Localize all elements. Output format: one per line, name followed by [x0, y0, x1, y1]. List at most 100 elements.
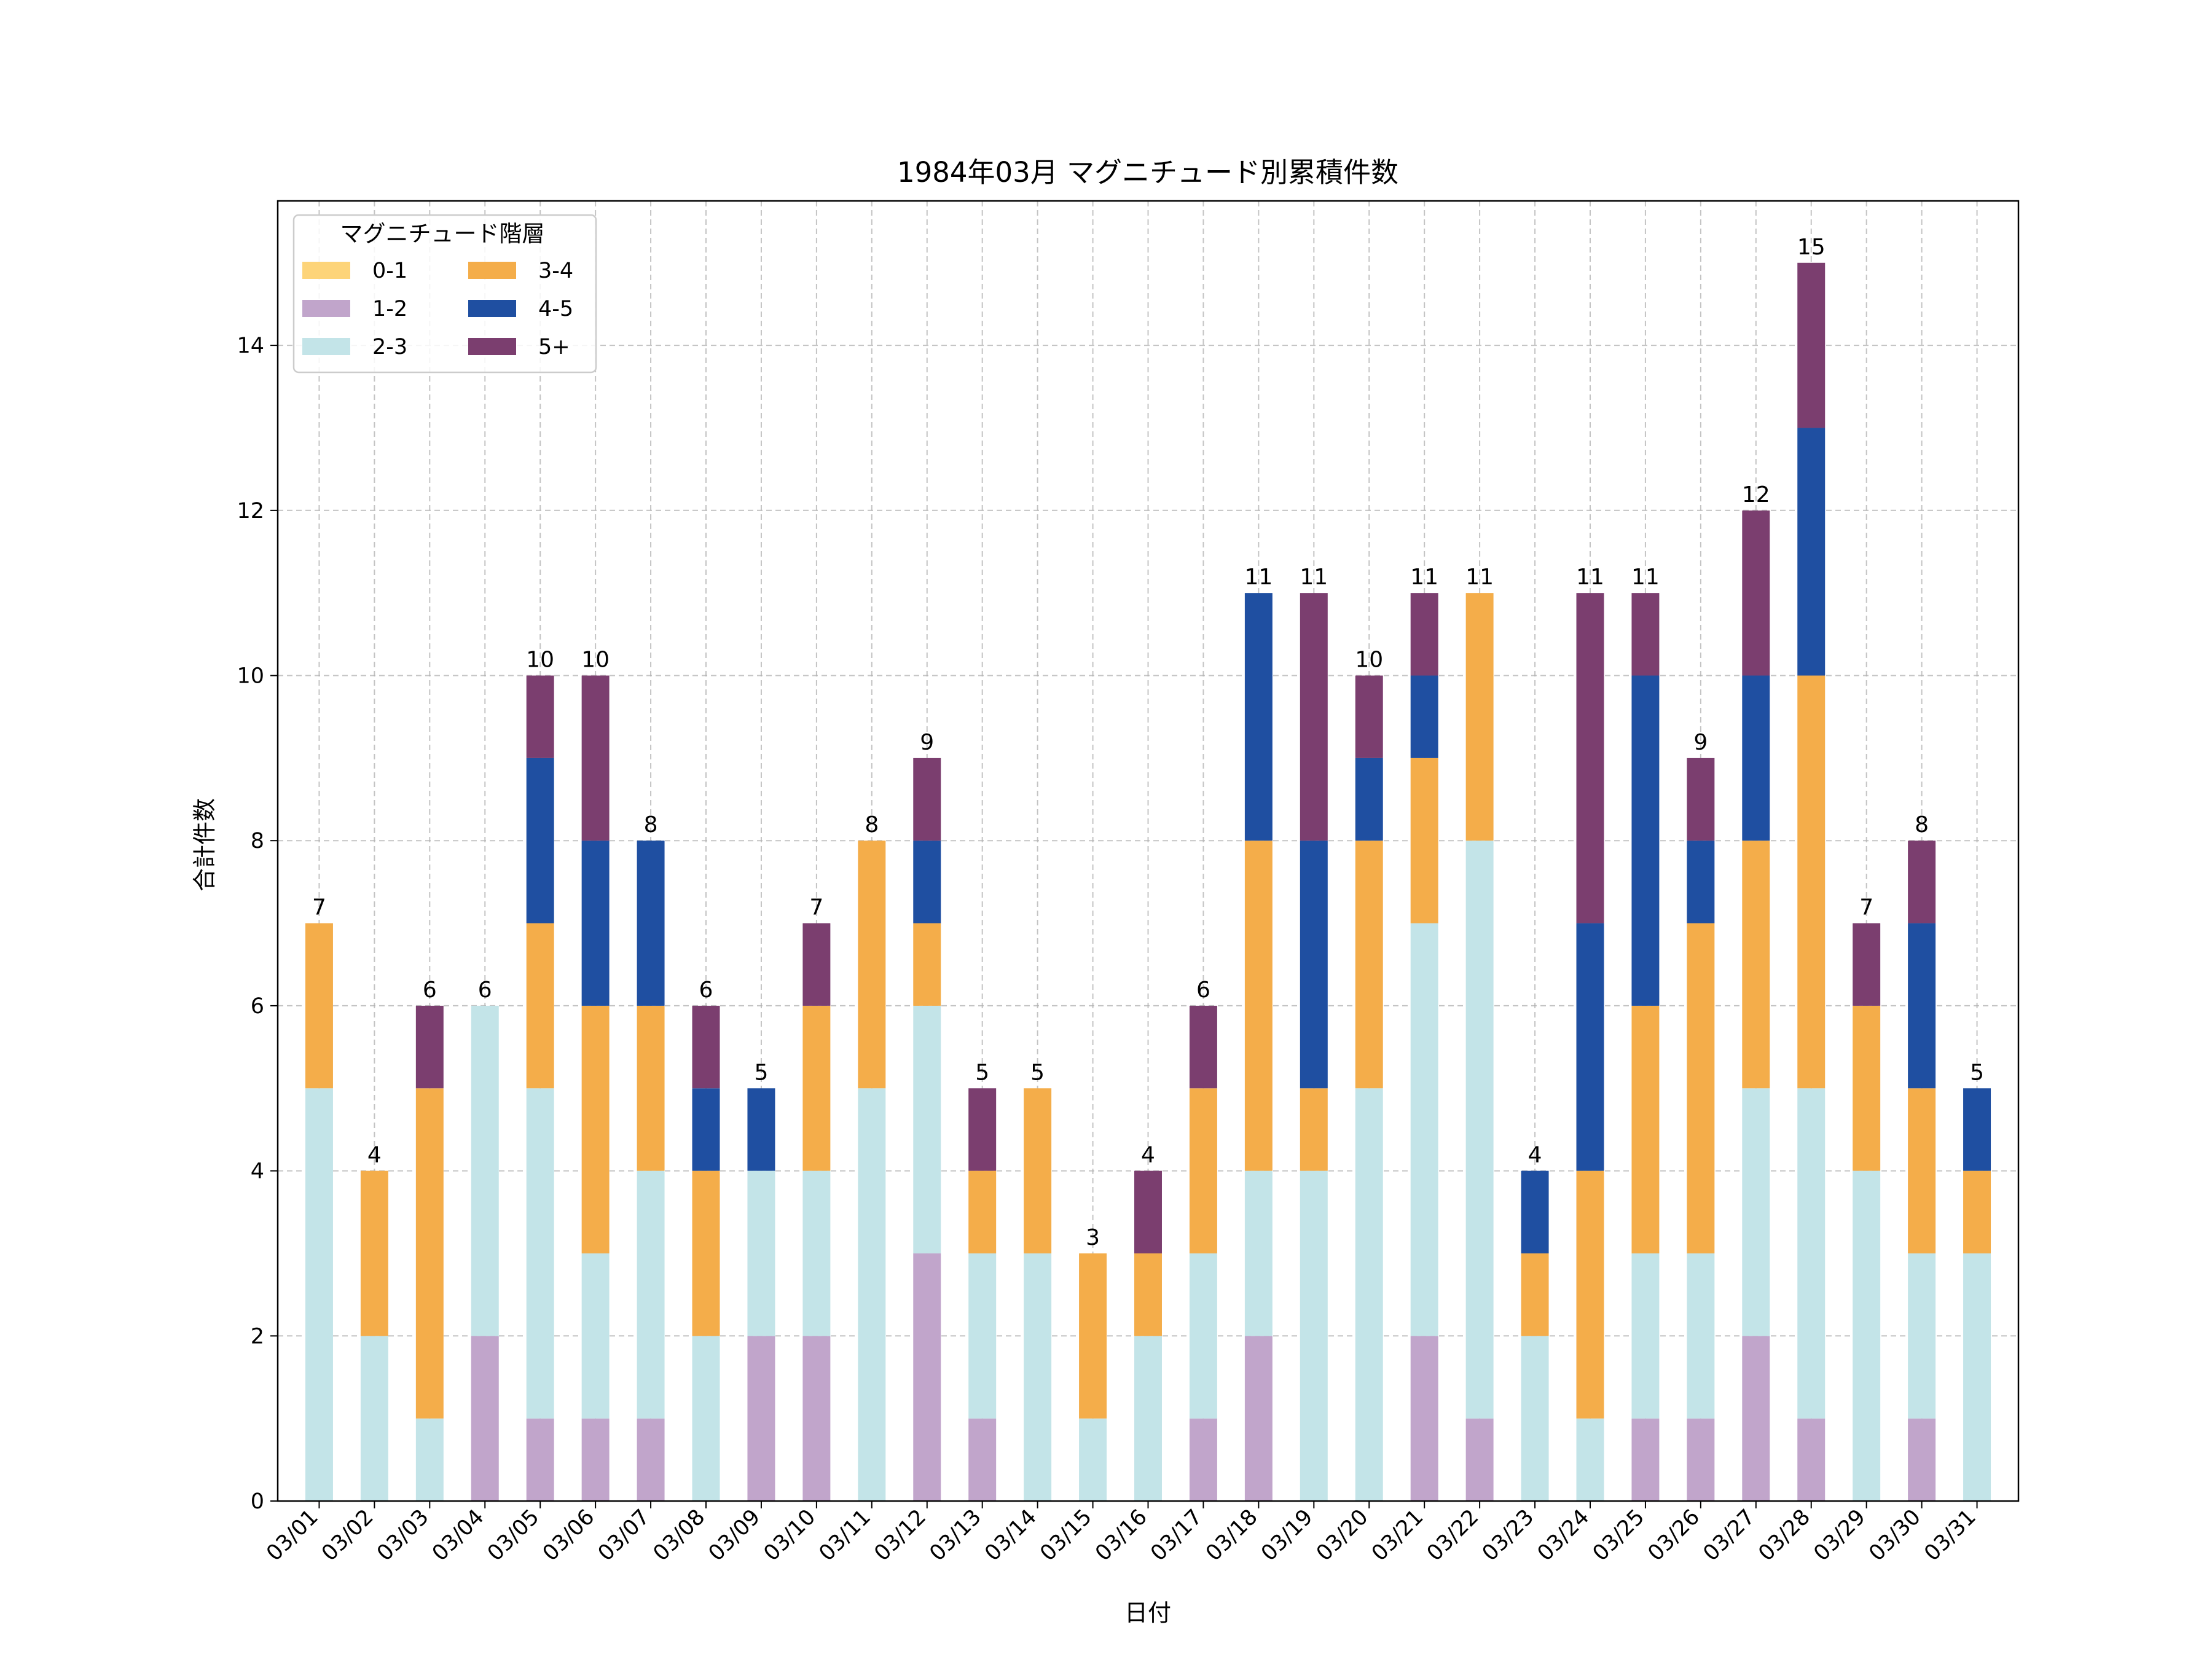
bar-segment: [1024, 1088, 1052, 1253]
bar-segment: [1300, 841, 1328, 1089]
bar-segment: [1410, 675, 1438, 758]
total-label: 11: [1300, 565, 1328, 590]
bar-segment: [913, 923, 941, 1006]
bar-segment: [968, 1253, 997, 1419]
bar-segment: [1189, 1088, 1217, 1253]
bar-segment: [471, 1005, 499, 1336]
bar-segment: [858, 1088, 886, 1501]
bar-segment: [1742, 675, 1770, 841]
bar-segment: [1908, 923, 1936, 1089]
total-label: 4: [1141, 1143, 1155, 1168]
bar-segment: [581, 675, 610, 841]
bar-segment: [802, 1005, 831, 1171]
bar-segment: [858, 841, 886, 1089]
bar-segment: [1908, 1088, 1936, 1253]
total-label: 11: [1576, 565, 1604, 590]
y-tick-label: 6: [251, 994, 264, 1019]
bar-segment: [526, 923, 554, 1089]
total-label: 6: [699, 978, 713, 1003]
total-label: 8: [1915, 812, 1929, 837]
total-label: 6: [423, 978, 437, 1003]
bar-segment: [526, 675, 554, 758]
bar-segment: [802, 1336, 831, 1501]
bar-segment: [1244, 1336, 1273, 1501]
bar-segment: [747, 1088, 775, 1171]
legend-swatch: [302, 262, 350, 279]
bar-segment: [913, 1005, 941, 1253]
bar-segment: [747, 1170, 775, 1336]
bar-segment: [1410, 758, 1438, 923]
bar-segment: [1631, 675, 1660, 1006]
bar-segment: [802, 923, 831, 1006]
legend-swatch: [302, 300, 350, 317]
bar-segment: [1742, 510, 1770, 676]
total-label: 10: [1355, 648, 1383, 673]
legend-swatch: [468, 262, 516, 279]
bar-segment: [1410, 1336, 1438, 1501]
bar-segment: [1853, 1170, 1881, 1501]
bar-segment: [1465, 593, 1494, 841]
bar-segment: [1134, 1170, 1162, 1253]
x-axis-label: 日付: [1124, 1599, 1171, 1626]
bar-segment: [581, 841, 610, 1006]
total-label: 11: [1410, 565, 1438, 590]
bar-segment: [415, 1005, 444, 1089]
bar-segment: [1189, 1253, 1217, 1419]
total-label: 3: [1086, 1225, 1100, 1250]
bar-segment: [1355, 1088, 1383, 1501]
bar-segment: [1300, 593, 1328, 841]
legend-label: 0-1: [372, 259, 407, 283]
bar-segment: [968, 1418, 997, 1501]
bar-segment: [1576, 923, 1604, 1171]
bar-segment: [692, 1336, 720, 1501]
total-label: 10: [526, 648, 554, 673]
bar-segment: [415, 1088, 444, 1419]
legend-label: 5+: [538, 335, 570, 359]
bar-segment: [1742, 841, 1770, 1089]
bar-segment: [1853, 1005, 1881, 1171]
bar-segment: [968, 1170, 997, 1253]
total-label: 9: [920, 730, 934, 755]
total-label: 4: [1528, 1143, 1542, 1168]
bar-segment: [1576, 1170, 1604, 1419]
bar-segment: [692, 1005, 720, 1089]
bar-segment: [1797, 1418, 1826, 1501]
bar-segment: [913, 841, 941, 923]
legend-label: 4-5: [538, 297, 573, 321]
total-label: 6: [1196, 978, 1210, 1003]
bar-segment: [1465, 1418, 1494, 1501]
bar-segment: [1189, 1418, 1217, 1501]
total-label: 7: [809, 895, 823, 920]
bar-segment: [1355, 841, 1383, 1089]
bar-segment: [913, 758, 941, 841]
bar-segment: [1631, 1253, 1660, 1419]
legend-frame: [292, 214, 597, 374]
bar-segment: [1410, 923, 1438, 1336]
bar-segment: [1687, 841, 1715, 923]
bar-segment: [1355, 675, 1383, 758]
bar-segment: [1687, 758, 1715, 841]
bar-segment: [305, 1088, 333, 1501]
legend-label: 2-3: [372, 335, 407, 359]
bar-segment: [1797, 675, 1826, 1089]
bar-segment: [637, 1170, 665, 1419]
bar-segment: [802, 1170, 831, 1336]
bar-segment: [1244, 841, 1273, 1171]
bar-segment: [1797, 428, 1826, 676]
total-label: 11: [1465, 565, 1494, 590]
bar-segment: [1576, 1418, 1604, 1501]
bar-segment: [526, 758, 554, 923]
y-axis-label: 合計件数: [191, 798, 218, 892]
total-labels: 7 4 6 6 10 10 8 6 5 7 8 9 5 5 3 4 6 11 11 10 11 11 4 11 11 9 12 15 7…: [312, 235, 1984, 1250]
total-label: 4: [367, 1143, 382, 1168]
bar-segment: [1797, 1088, 1826, 1419]
legend-title: マグニチュード階層: [340, 221, 545, 247]
bar-segment: [1963, 1088, 1991, 1171]
total-label: 5: [975, 1060, 989, 1085]
legend-label: 1-2: [372, 297, 407, 321]
bar-segment: [1742, 1088, 1770, 1336]
legend: マグニチュード階層 0-1 1-2 2-3 3-4 4-5 5+: [292, 214, 597, 374]
bar-segment: [1742, 1336, 1770, 1501]
